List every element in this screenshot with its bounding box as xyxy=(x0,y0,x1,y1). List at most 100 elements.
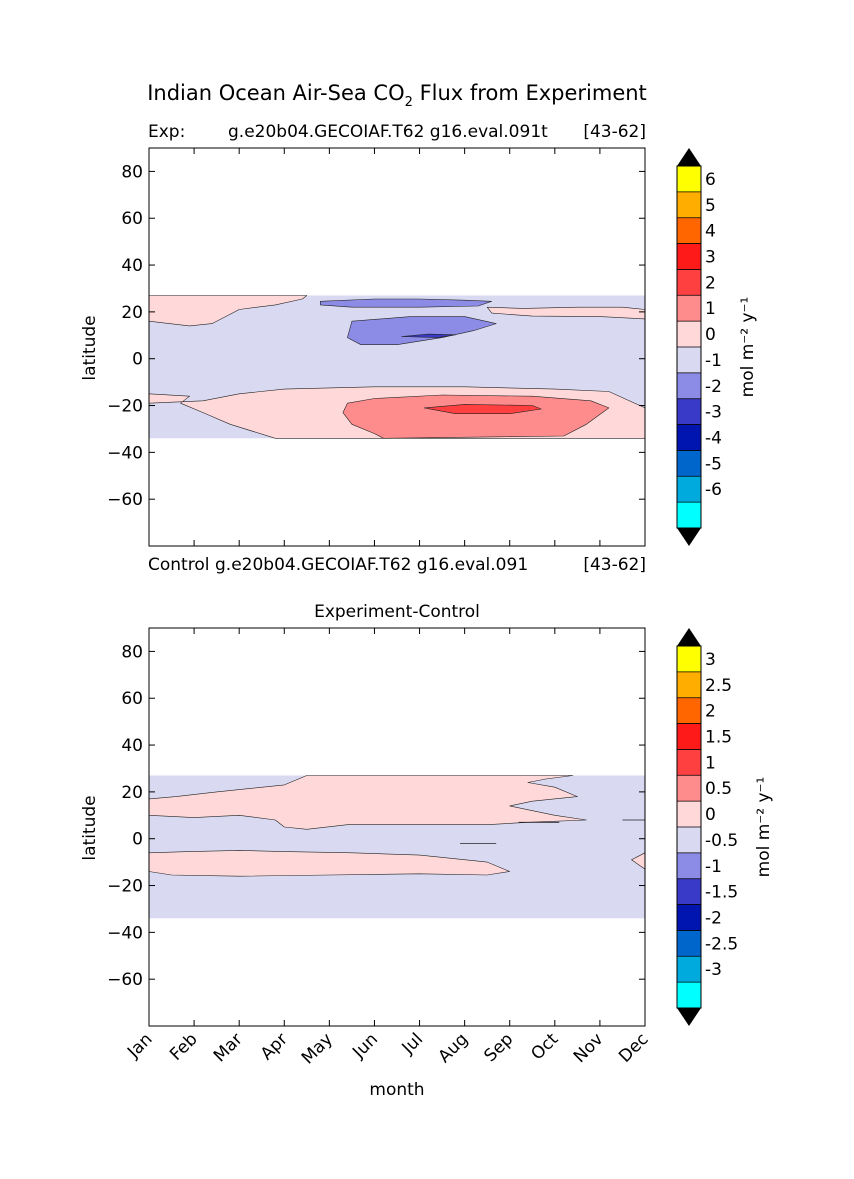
colorbar-swatch xyxy=(677,749,701,776)
colorbar-swatch xyxy=(677,827,701,854)
ytick-label: 20 xyxy=(121,783,143,803)
contour-region-north-deep-core xyxy=(401,333,456,338)
colorbar-level-label: 4 xyxy=(705,222,716,242)
control-xlabel-right: [43-62] xyxy=(583,555,646,575)
colorbar-level-label: -2 xyxy=(705,909,722,929)
colorbar-level-label: -1.5 xyxy=(705,883,738,903)
colorbar-level-label: 0 xyxy=(705,325,716,345)
colorbar-swatch xyxy=(677,191,701,219)
xtick-label-dec: Dec xyxy=(615,1029,652,1066)
colorbar-swatch xyxy=(677,982,701,1009)
ytick-label: 40 xyxy=(121,736,143,756)
colorbar-swatch xyxy=(677,269,701,296)
control-xlabel-left: Control xyxy=(148,555,209,575)
experiment-colorbar: 6 5 4 3 2 1 0 -1 -2 -3 -4 -5 -6 mol m⁻² y⁻¹ xyxy=(676,148,758,546)
colorbar-swatch xyxy=(677,852,701,880)
difference-contour-field xyxy=(148,775,646,919)
colorbar-level-label: -5 xyxy=(705,454,722,474)
ytick-label: 80 xyxy=(121,162,143,182)
colorbar-level-label: -3 xyxy=(705,403,722,423)
xtick-label-mar: Mar xyxy=(210,1029,247,1066)
ytick-label: −60 xyxy=(107,970,143,990)
difference-xlabel: month xyxy=(369,1080,424,1100)
colorbar-level-label: -3 xyxy=(705,960,722,980)
ytick-label: −20 xyxy=(107,397,143,417)
colorbar-level-label: 2.5 xyxy=(705,676,732,696)
xtick-label-aug: Aug xyxy=(435,1029,473,1067)
exp-title-center: g.e20b04.GECOIAF.T62 g16.eval.091t xyxy=(228,122,548,142)
contour-region-south-strong xyxy=(342,394,610,439)
difference-colorbar: 3 2.5 2 1.5 1 0.5 0 -0.5 -1 -1.5 -2 -2.5 -3 mol m⁻² y… xyxy=(676,628,774,1026)
ytick-label: 60 xyxy=(121,689,143,709)
colorbar-level-label: 0.5 xyxy=(705,779,732,799)
colorbar-level-label: -1 xyxy=(705,351,722,371)
colorbar-swatch xyxy=(677,166,701,193)
colorbar-level-label: 3 xyxy=(705,248,716,268)
colorbar-level-label: 2 xyxy=(705,702,716,722)
colorbar-swatch xyxy=(677,723,701,750)
control-xlabel-center: g.e20b04.GECOIAF.T62 g16.eval.091 xyxy=(215,555,528,575)
colorbar-level-label: 5 xyxy=(705,196,716,216)
contour-region-north-positive-west xyxy=(148,295,308,327)
colorbar-swatch xyxy=(677,671,701,699)
ytick-label: 40 xyxy=(121,256,143,276)
contour-region-south-positive xyxy=(148,850,511,877)
colorbar-level-label: 2 xyxy=(705,273,716,293)
colorbar-level-label: 3 xyxy=(705,650,716,670)
exp-title-left: Exp: xyxy=(148,122,185,142)
experiment-contour-field xyxy=(148,295,646,439)
colorbar-swatch xyxy=(677,930,701,957)
colorbar-level-label: 1 xyxy=(705,753,716,773)
difference-plot-frame xyxy=(148,627,646,1027)
colorbar-extend-max xyxy=(677,628,701,646)
xtick-label-oct: Oct xyxy=(527,1029,562,1064)
colorbar-swatch xyxy=(677,956,701,983)
contour-region-north-positive-big xyxy=(148,775,587,830)
colorbar-swatch xyxy=(677,697,701,724)
colorbar-swatch xyxy=(677,243,701,270)
ytick-label: −60 xyxy=(107,490,143,510)
difference-ylabel: latitude xyxy=(80,795,100,860)
colorbar-swatch xyxy=(677,450,701,477)
colorbar-swatch xyxy=(677,398,701,425)
colorbar-swatch xyxy=(677,775,701,802)
exp-title-right: [43-62] xyxy=(583,122,646,142)
ytick-label: 80 xyxy=(121,642,143,662)
colorbar-level-label: -0.5 xyxy=(705,831,738,851)
figure-title: Indian Ocean Air-Sea CO2 Flux from Exper… xyxy=(147,81,647,110)
colorbar-swatch xyxy=(677,321,701,348)
experiment-axis-ticks: 80 60 40 20 0 −20 −40 −60 xyxy=(107,148,646,546)
colorbar-swatch xyxy=(677,646,701,673)
colorbar-extend-min xyxy=(677,1008,701,1026)
difference-panel: Experiment-Control 806040200−20−40−60Jan… xyxy=(80,602,774,1100)
xtick-label-feb: Feb xyxy=(166,1029,201,1064)
contour-region-south-peak xyxy=(423,404,542,415)
experiment-ylabel: latitude xyxy=(80,315,100,380)
colorbar-swatch xyxy=(677,372,701,400)
xtick-label-apr: Apr xyxy=(257,1029,292,1064)
colorbar-swatch xyxy=(677,904,701,931)
colorbar-extend-max xyxy=(677,148,701,166)
xtick-label-jul: Jul xyxy=(398,1029,427,1058)
ytick-label: 0 xyxy=(132,350,143,370)
xtick-label-nov: Nov xyxy=(570,1029,608,1067)
colorbar-swatch xyxy=(677,502,701,529)
ytick-label: −40 xyxy=(107,443,143,463)
ytick-label: −40 xyxy=(107,923,143,943)
colorbar-units-label: mol m⁻² y⁻¹ xyxy=(754,777,774,878)
contour-region-north-negative-band xyxy=(319,298,493,308)
colorbar-swatch xyxy=(677,801,701,828)
experiment-plot-frame xyxy=(148,147,646,547)
ytick-label: 60 xyxy=(121,209,143,229)
xtick-label-may: May xyxy=(298,1029,337,1068)
colorbar-swatch xyxy=(677,878,701,905)
xtick-label-jun: Jun xyxy=(348,1029,382,1063)
colorbar-level-label: -4 xyxy=(705,429,722,449)
colorbar-level-label: 1.5 xyxy=(705,728,732,748)
ytick-label: −20 xyxy=(107,877,143,897)
colorbar-swatch xyxy=(677,347,701,374)
colorbar-level-label: -1 xyxy=(705,857,722,877)
colorbar-level-label: -2.5 xyxy=(705,934,738,954)
contour-region-north-negative-core xyxy=(347,316,497,346)
